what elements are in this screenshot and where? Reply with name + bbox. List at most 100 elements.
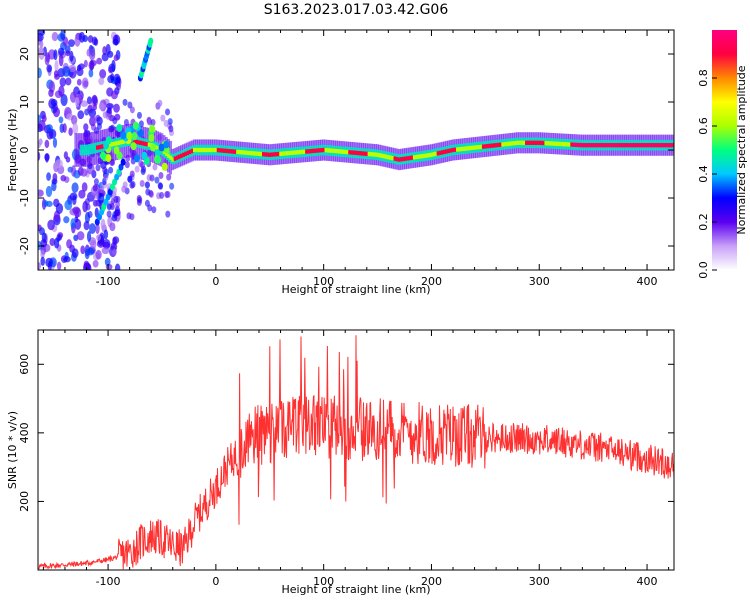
heatmap-cell <box>449 148 453 153</box>
heatmap-cell <box>578 142 582 148</box>
heatmap-cell <box>423 153 427 158</box>
heatmap-cell <box>236 149 239 155</box>
heatmap-cell <box>432 152 435 157</box>
heatmap-cell <box>408 155 412 161</box>
heatmap-cell <box>98 102 105 111</box>
heatmap-cell <box>99 151 106 160</box>
heatmap-cell <box>166 173 172 181</box>
heatmap-cell <box>218 148 222 153</box>
heatmap-cell <box>92 260 99 268</box>
heatmap-cell <box>57 232 64 239</box>
heatmap-cell <box>479 144 483 150</box>
heatmap-cell <box>90 123 96 131</box>
heatmap-cell <box>44 54 50 66</box>
heatmap-cell <box>121 185 127 193</box>
heatmap-cell <box>436 151 440 156</box>
heatmap-cell <box>113 54 119 62</box>
heatmap-cell <box>374 152 377 157</box>
x-tick-label: 0 <box>212 275 219 288</box>
heatmap-cell <box>473 145 476 150</box>
heatmap-cell <box>279 151 282 156</box>
heatmap-cell <box>72 206 80 215</box>
heatmap-cell <box>100 144 103 149</box>
heatmap-cell <box>333 148 336 154</box>
heatmap-cell <box>111 142 114 147</box>
heatmap-cell <box>121 139 125 144</box>
heatmap-cell <box>460 146 463 152</box>
heatmap-cell <box>95 249 102 260</box>
heatmap-cell <box>126 212 132 220</box>
heatmap-cell <box>464 146 468 151</box>
heatmap-cell <box>68 127 73 136</box>
heatmap-cell <box>193 147 196 153</box>
heatmap-cell <box>512 141 515 146</box>
heatmap-cell <box>90 239 97 250</box>
heatmap-cell <box>190 148 194 154</box>
heatmap-cell <box>53 49 58 61</box>
heatmap-cell <box>531 140 535 145</box>
heatmap-cell <box>47 219 55 231</box>
heatmap-cell <box>591 143 595 148</box>
heatmap-cell <box>139 140 142 145</box>
heatmap-cell <box>84 198 90 206</box>
heatmap-cell <box>137 128 144 137</box>
heatmap-cell <box>658 143 662 148</box>
heatmap-cell <box>63 256 71 263</box>
heatmap-cell <box>522 140 526 145</box>
heatmap-cell <box>84 108 90 116</box>
heatmap-cell <box>626 143 629 148</box>
heatmap-cell <box>88 144 92 155</box>
heatmap-cell <box>127 101 133 109</box>
heatmap-cell <box>585 143 588 148</box>
heatmap-cell <box>154 176 160 184</box>
heatmap-cell <box>425 153 429 158</box>
heatmap-cell <box>451 147 455 153</box>
heatmap-cell <box>77 110 85 120</box>
heatmap-cell <box>148 133 155 142</box>
heatmap-cell <box>130 142 137 151</box>
heatmap-cell <box>99 186 105 194</box>
heatmap-cell <box>324 148 328 153</box>
heatmap-cell <box>74 216 79 223</box>
heatmap-cell <box>147 142 151 147</box>
heatmap-cell <box>443 149 446 155</box>
heatmap-cell <box>111 59 116 72</box>
heatmap-cell <box>257 151 261 156</box>
heatmap-cell <box>540 140 543 146</box>
heatmap-cell <box>667 143 670 148</box>
heatmap-cell <box>371 152 375 157</box>
heatmap-cell <box>574 142 578 147</box>
heatmap-cell <box>79 144 83 156</box>
heatmap-cell <box>40 239 48 248</box>
heatmap-cell <box>458 147 461 152</box>
heatmap-cell <box>609 143 612 148</box>
heatmap-cell <box>249 150 252 156</box>
heatmap-cell <box>71 248 79 258</box>
heatmap-cell <box>122 98 128 106</box>
heatmap-cell <box>529 140 532 145</box>
heatmap-cell <box>119 140 123 145</box>
heatmap-cell <box>272 152 276 157</box>
heatmap-cell <box>671 143 674 148</box>
heatmap-cell <box>637 143 640 148</box>
x-tick-label: 300 <box>529 575 550 588</box>
heatmap-cell <box>71 115 78 126</box>
heatmap-cell <box>268 152 272 157</box>
heatmap-cell <box>104 257 111 267</box>
heatmap-cell <box>46 64 53 73</box>
heatmap-cell <box>277 151 280 157</box>
heatmap-cell <box>537 140 541 145</box>
heatmap-cell <box>148 37 154 45</box>
heatmap-cell <box>447 148 451 154</box>
heatmap-cell <box>561 141 565 147</box>
heatmap-cell <box>639 143 642 148</box>
heatmap-cell <box>51 31 59 42</box>
heatmap-cell <box>74 133 78 167</box>
heatmap-cell <box>315 148 319 153</box>
heatmap-cell <box>76 133 80 167</box>
heatmap-cell <box>348 150 351 155</box>
colorbar-ticks: 0.0 0.2 0.4 0.6 0.8 <box>697 69 717 279</box>
x-tick-label: 0 <box>212 575 219 588</box>
heatmap-cell <box>281 151 284 156</box>
heatmap-cell <box>494 143 498 148</box>
